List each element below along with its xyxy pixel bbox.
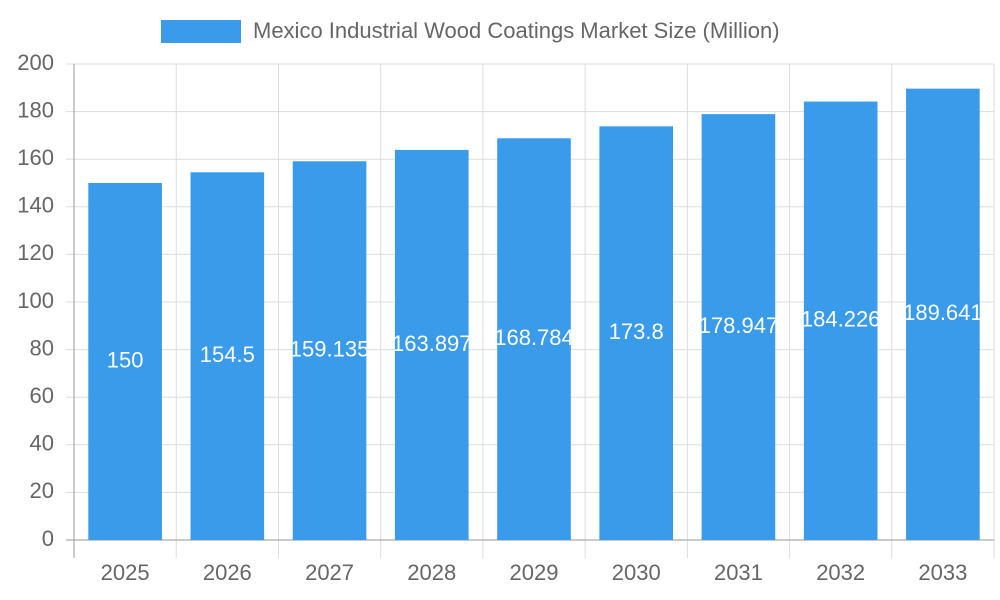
y-tick-label: 120 — [17, 240, 54, 265]
x-tick-label: 2026 — [203, 560, 252, 585]
y-tick-label: 180 — [17, 97, 54, 122]
value-label: 173.8 — [609, 319, 664, 344]
y-tick-label: 0 — [42, 526, 54, 551]
value-label: 159.135 — [290, 336, 370, 361]
bar — [497, 138, 571, 541]
bar — [394, 149, 469, 540]
y-tick-label: 80 — [30, 335, 54, 360]
x-tick-label: 2032 — [816, 560, 865, 585]
y-tick-label: 20 — [30, 478, 54, 503]
value-label: 150 — [107, 347, 144, 372]
bar — [906, 88, 980, 540]
bar — [88, 183, 162, 540]
x-tick-label: 2031 — [714, 560, 763, 585]
y-tick-label: 60 — [30, 383, 54, 408]
value-label: 184.226 — [801, 307, 881, 332]
value-label: 154.5 — [200, 342, 255, 367]
bar — [701, 114, 776, 540]
x-tick-label: 2028 — [407, 560, 456, 585]
y-tick-label: 200 — [17, 50, 54, 75]
x-tick-label: 2025 — [101, 560, 150, 585]
bar — [190, 172, 265, 541]
value-label: 163.897 — [392, 331, 472, 356]
y-tick-label: 140 — [17, 193, 54, 218]
y-tick-label: 160 — [17, 145, 54, 170]
y-tick-label: 100 — [17, 288, 54, 313]
value-label: 178.947 — [699, 313, 779, 338]
x-tick-label: 2030 — [612, 560, 661, 585]
y-tick-label: 40 — [30, 431, 54, 456]
legend-label[interactable]: Mexico Industrial Wood Coatings Market S… — [253, 18, 780, 43]
x-tick-label: 2029 — [510, 560, 559, 585]
value-label: 189.641 — [903, 300, 983, 325]
bar — [292, 161, 367, 540]
bar — [803, 101, 878, 541]
x-tick-label: 2027 — [305, 560, 354, 585]
legend-swatch[interactable] — [161, 20, 241, 43]
x-tick-label: 2033 — [918, 560, 967, 585]
bar — [599, 126, 674, 540]
value-label: 168.784 — [494, 325, 574, 350]
